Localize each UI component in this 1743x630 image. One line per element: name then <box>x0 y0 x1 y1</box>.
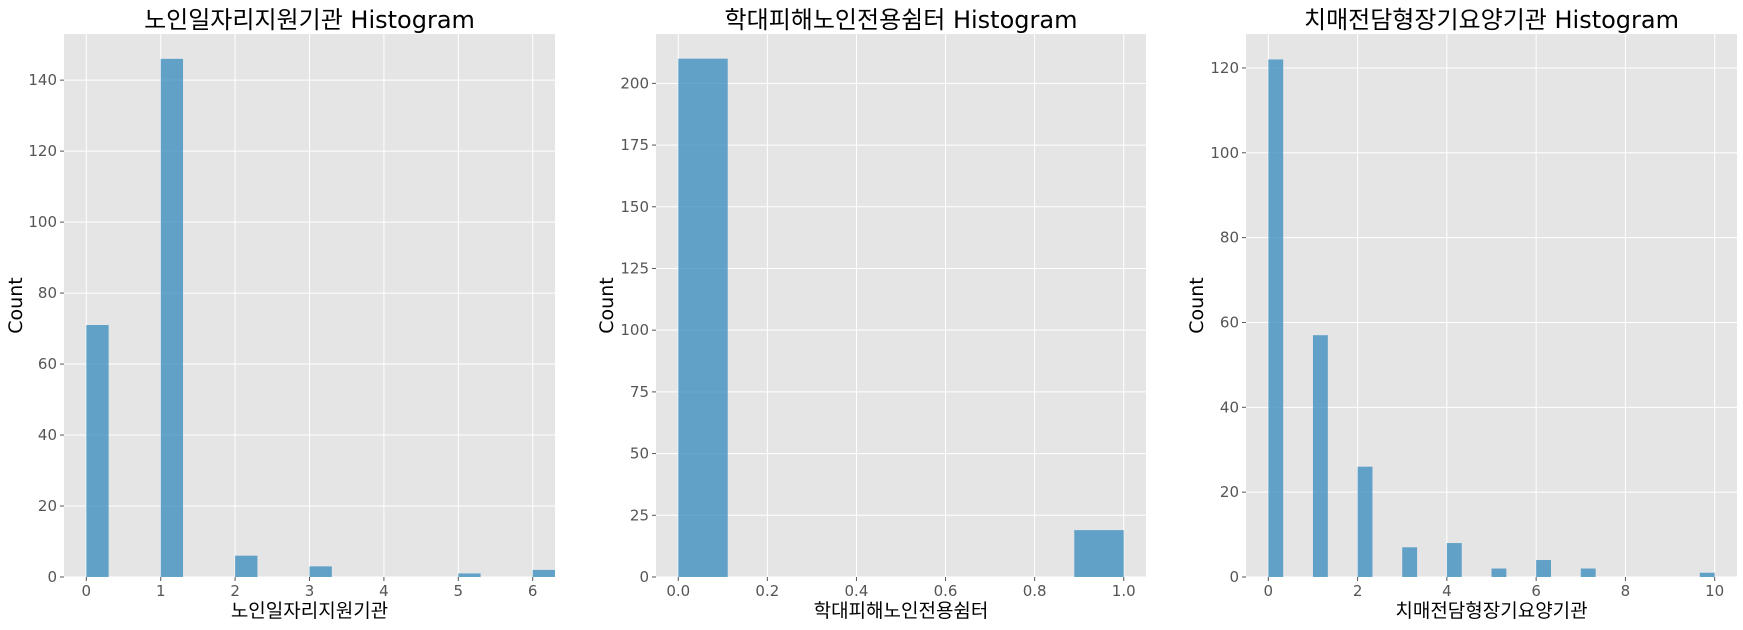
y-tick-label: 20 <box>1220 483 1239 501</box>
histogram-bar <box>1402 547 1418 577</box>
x-axis-label-3: 치매전담형장기요양기관 <box>1395 600 1587 622</box>
histogram-bar <box>1446 543 1462 577</box>
y-tick-label: 120 <box>28 142 57 160</box>
y-tick-label: 40 <box>38 426 57 444</box>
y-tick-label: 80 <box>38 284 57 302</box>
y-tick-label: 100 <box>620 321 649 339</box>
histogram-bar <box>235 555 258 577</box>
chart-panel-3: 0 2 4 6 8 10 0 20 40 60 80 100 120 치매전담형장기요양기관 Hist… <box>1186 6 1737 622</box>
x-tick-label: 0.2 <box>755 582 779 600</box>
plot-area-3 <box>1246 34 1737 577</box>
chart-title-2: 학대피해노인전용쉼터 Histogram <box>725 6 1078 34</box>
y-tick-label: 0 <box>47 568 57 586</box>
x-tick-label: 1 <box>156 582 166 600</box>
histogram-bar <box>86 325 109 577</box>
plot-area-2 <box>656 34 1146 577</box>
y-tick-label: 0 <box>1229 568 1239 586</box>
x-tick-label: 0.6 <box>934 582 958 600</box>
histogram-bar <box>1699 572 1715 577</box>
y-ticks-1: 0 20 40 60 80 100 120 140 <box>28 71 64 586</box>
y-ticks-2: 0 25 50 75 100 125 150 175 200 <box>620 74 656 586</box>
x-tick-label: 10 <box>1705 582 1724 600</box>
x-ticks-3: 0 2 4 6 8 10 <box>1264 577 1724 600</box>
x-tick-label: 0.4 <box>845 582 869 600</box>
y-tick-label: 20 <box>38 497 57 515</box>
x-ticks-2: 0.0 0.2 0.4 0.6 0.8 1.0 <box>666 577 1136 600</box>
grid-lines-3 <box>1246 34 1737 578</box>
grid-lines-2 <box>656 34 1146 578</box>
y-tick-label: 60 <box>1220 313 1239 331</box>
x-tick-label: 5 <box>454 582 464 600</box>
bars-2 <box>678 58 1124 577</box>
histogram-bar <box>1357 466 1373 577</box>
x-tick-label: 0.0 <box>666 582 690 600</box>
x-tick-label: 6 <box>1531 582 1541 600</box>
y-ticks-3: 0 20 40 60 80 100 120 <box>1210 59 1246 586</box>
y-tick-label: 200 <box>620 74 649 92</box>
x-tick-label: 0.8 <box>1023 582 1047 600</box>
x-axis-label-1: 노인일자리지원기관 <box>231 600 388 622</box>
x-ticks-1: 0 1 2 3 4 5 6 <box>82 577 538 600</box>
x-tick-label: 0 <box>82 582 92 600</box>
y-tick-label: 50 <box>630 445 649 463</box>
y-tick-label: 140 <box>28 71 57 89</box>
y-axis-label-3: Count <box>1186 277 1208 333</box>
histogram-bar <box>678 58 728 577</box>
histogram-bar <box>309 566 332 577</box>
histogram-bar <box>1491 568 1507 577</box>
histogram-bar <box>458 573 481 577</box>
histogram-bar <box>1580 568 1596 577</box>
x-axis-label-2: 학대피해노인전용쉼터 <box>814 600 989 622</box>
y-tick-label: 25 <box>630 506 649 524</box>
x-tick-label: 6 <box>528 582 538 600</box>
x-tick-label: 0 <box>1264 582 1274 600</box>
bars-3 <box>1268 59 1715 577</box>
y-tick-label: 125 <box>620 259 649 277</box>
y-tick-label: 0 <box>639 568 649 586</box>
chart-panel-1: 0 1 2 3 4 5 6 0 20 40 60 80 100 120 140 노인일자리지원기관 His… <box>5 6 555 622</box>
y-tick-label: 150 <box>620 198 649 216</box>
y-axis-label-2: Count <box>596 277 618 333</box>
x-tick-label: 3 <box>305 582 315 600</box>
y-tick-label: 120 <box>1210 59 1239 77</box>
bars-1 <box>86 58 555 577</box>
x-tick-label: 2 <box>230 582 240 600</box>
x-tick-label: 4 <box>379 582 389 600</box>
chart-title-1: 노인일자리지원기관 Histogram <box>144 6 475 34</box>
x-tick-label: 8 <box>1621 582 1631 600</box>
histogram-bar <box>532 569 555 577</box>
y-tick-label: 40 <box>1220 398 1239 416</box>
chart-panel-2: 0.0 0.2 0.4 0.6 0.8 1.0 0 25 50 75 100 125 150 175 20… <box>596 6 1146 622</box>
y-tick-label: 60 <box>38 355 57 373</box>
chart-title-3: 치매전담형장기요양기관 Histogram <box>1304 6 1679 34</box>
y-tick-label: 75 <box>630 383 649 401</box>
y-tick-label: 175 <box>620 136 649 154</box>
y-tick-label: 100 <box>28 213 57 231</box>
histogram-bar <box>160 58 184 577</box>
y-axis-label-1: Count <box>5 277 27 333</box>
y-tick-label: 80 <box>1220 229 1239 247</box>
histogram-bar <box>1268 59 1284 577</box>
histogram-bar <box>1074 530 1124 577</box>
x-tick-label: 2 <box>1353 582 1363 600</box>
grid-lines-1 <box>64 34 555 578</box>
x-tick-label: 1.0 <box>1112 582 1136 600</box>
histogram-bar <box>1312 335 1328 577</box>
y-tick-label: 100 <box>1210 144 1239 162</box>
histogram-bar <box>1536 560 1552 577</box>
x-tick-label: 4 <box>1442 582 1452 600</box>
